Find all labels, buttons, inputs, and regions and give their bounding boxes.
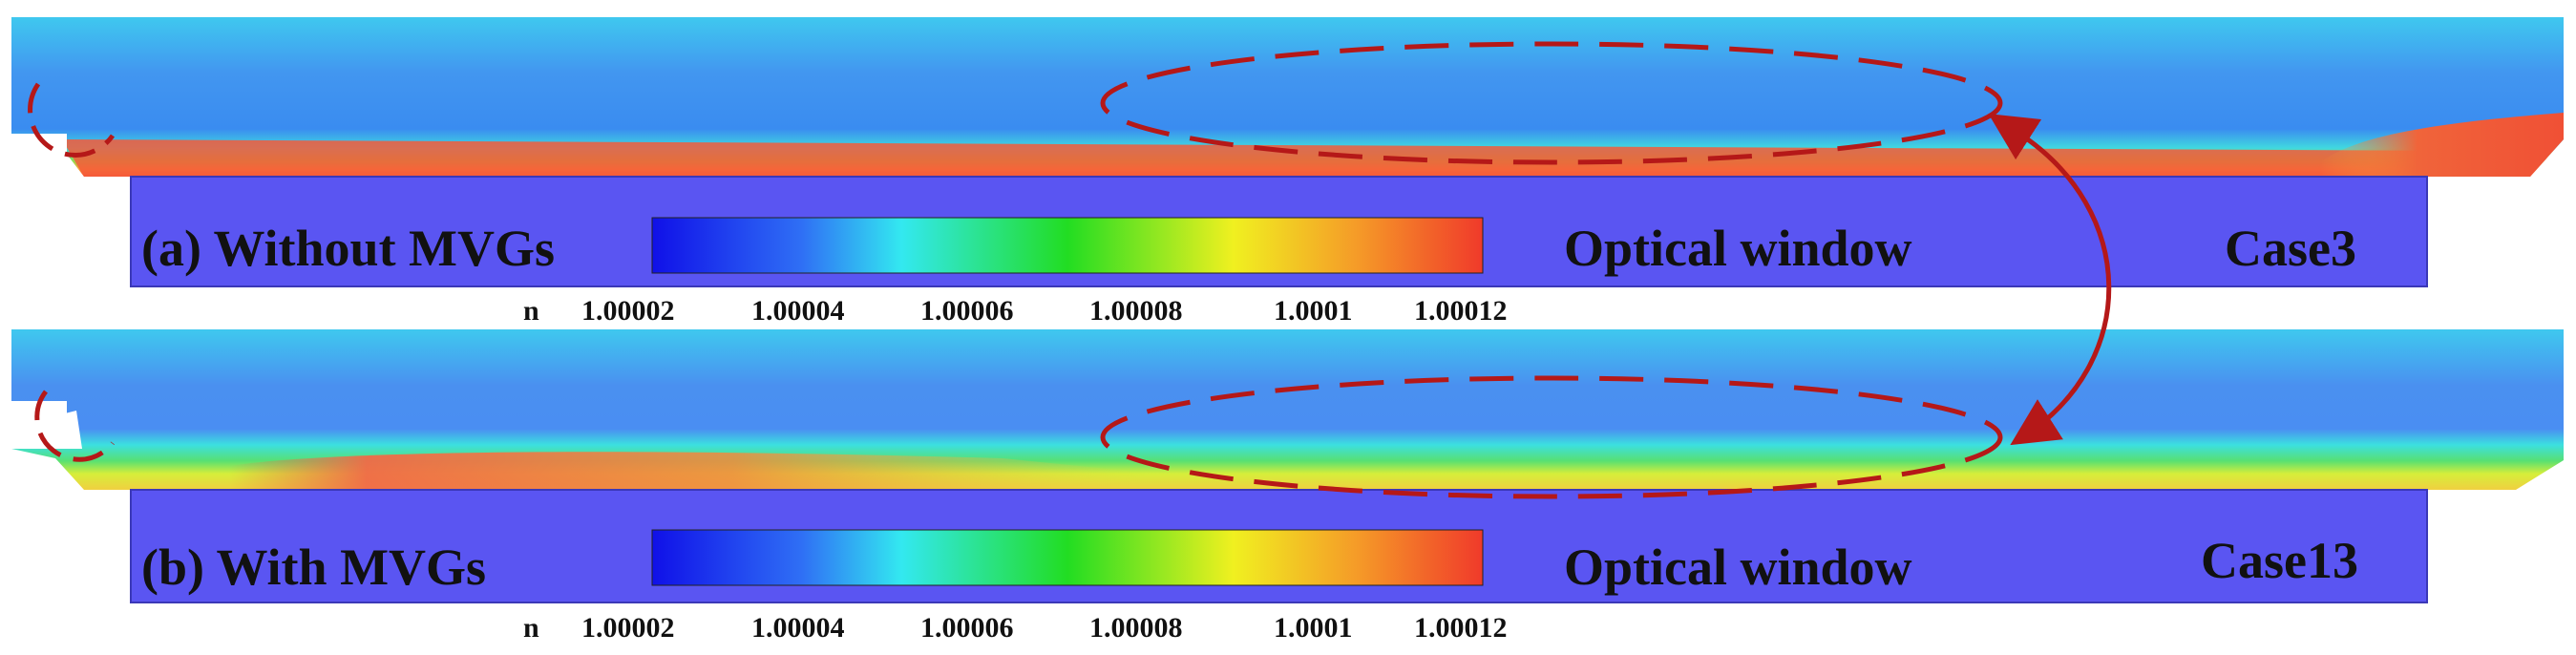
flow-field-b (11, 329, 2564, 490)
hot-corner-a (2320, 113, 2564, 177)
tick-label-a-5: 1.00012 (1414, 295, 1508, 327)
colorbar-variable-b: n (523, 612, 539, 644)
comparison-arrow (1988, 114, 2112, 446)
tick-label-b-1: 1.00004 (751, 612, 845, 644)
step-wedge-b (19, 411, 82, 449)
panel-label-b: (b) With MVGs (141, 539, 486, 596)
colorbar-variable-a: n (523, 295, 539, 327)
circle-marker-b (34, 390, 115, 462)
tick-label-b-3: 1.00008 (1089, 612, 1183, 644)
tick-label-b-2: 1.00006 (920, 612, 1014, 644)
tick-label-a-0: 1.00002 (581, 295, 675, 327)
optical-window-label-a: Optical window (1564, 220, 1912, 277)
circle-marker-a (28, 82, 116, 158)
step-notch-a (0, 134, 67, 180)
tick-label-b-4: 1.0001 (1274, 612, 1353, 644)
optical-window-label-b: Optical window (1564, 539, 1912, 596)
high-index-layer-b (229, 452, 1146, 490)
panel-label-a: (a) Without MVGs (141, 220, 555, 277)
highlight-ellipse-a (1100, 41, 2003, 165)
panel-a: (a) Without MVGs Optical window Case3 n … (0, 17, 2564, 327)
tick-label-a-3: 1.00008 (1089, 295, 1183, 327)
tick-label-a-1: 1.00004 (751, 295, 845, 327)
tick-label-a-4: 1.0001 (1274, 295, 1353, 327)
panel-b: (b) With MVGs Optical window Case13 n 1.… (11, 329, 2564, 644)
colorbar-a (651, 217, 1484, 274)
high-index-layer-a (62, 139, 2530, 177)
case-label-a: Case3 (2225, 220, 2356, 277)
case-label-b: Case13 (2201, 532, 2358, 589)
tick-label-b-5: 1.00012 (1414, 612, 1508, 644)
tick-label-b-0: 1.00002 (581, 612, 675, 644)
tick-label-a-2: 1.00006 (920, 295, 1014, 327)
colorbar-b (651, 529, 1484, 586)
